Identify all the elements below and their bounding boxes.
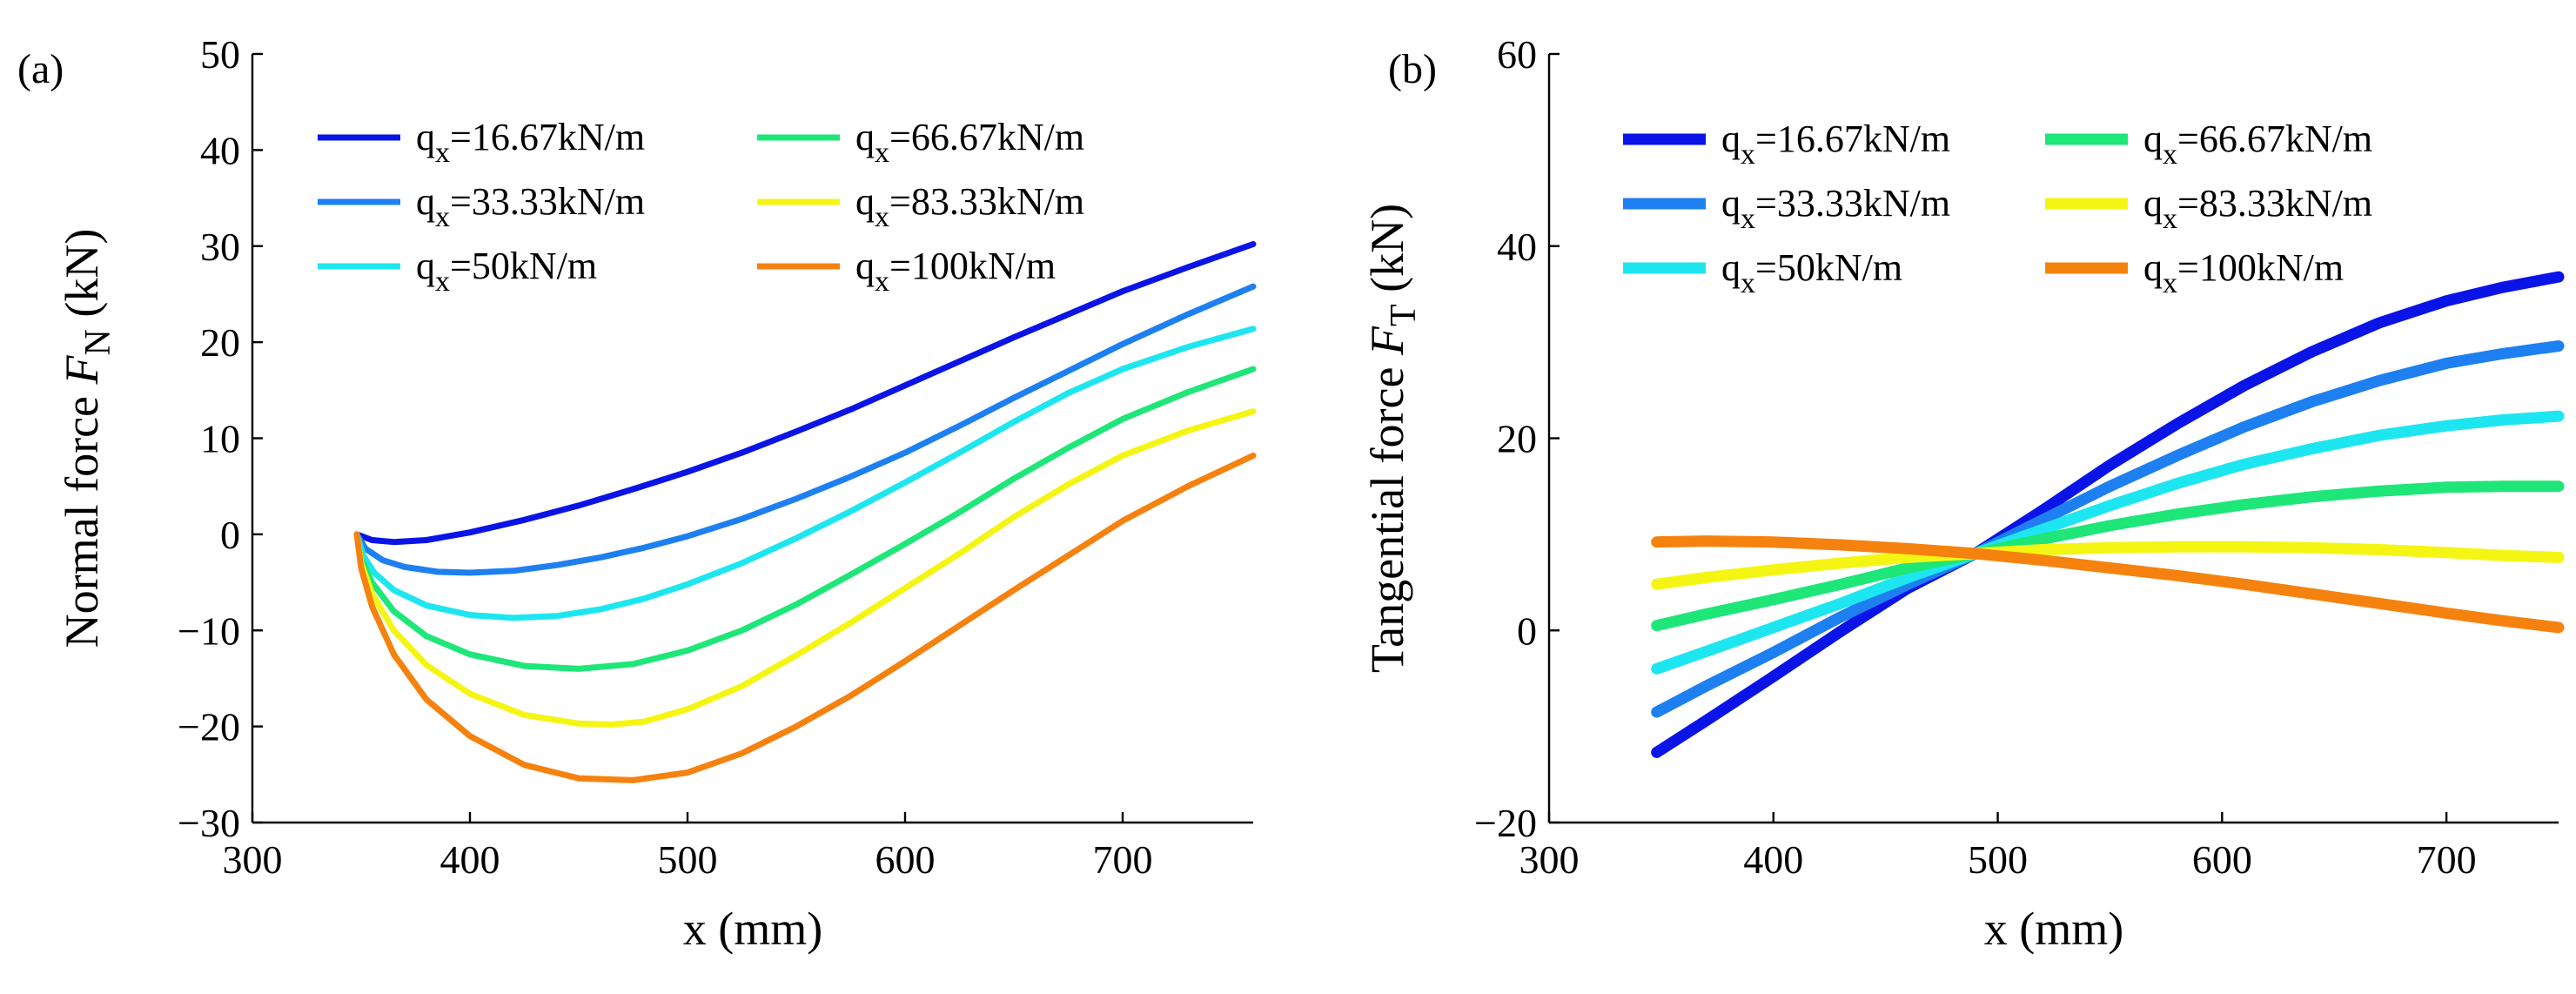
series-line-q16.67: [1651, 271, 2565, 758]
y-axis-label-sub: T: [1384, 304, 1424, 326]
x-tick-label: 300: [1519, 837, 1580, 882]
y-tick-label: 20: [200, 320, 240, 365]
y-axis-label-unit: (kN): [1361, 204, 1413, 304]
y-tick-label: 50: [200, 32, 240, 77]
x-tick-label: 600: [2192, 837, 2252, 882]
y-axis-label-sub: N: [78, 329, 118, 355]
y-tick-label: 0: [220, 513, 240, 557]
panel-label: (a): [17, 46, 64, 92]
y-tick-label: 10: [200, 417, 240, 461]
x-axis-label: x (mm): [1984, 903, 2123, 955]
series-line-q50: [1651, 410, 2565, 675]
y-tick-label: 0: [1517, 608, 1537, 653]
series-line-q83.33: [353, 408, 1257, 728]
y-axis-label-text: Normal force: [56, 384, 108, 648]
x-axis-label: x (mm): [683, 903, 822, 955]
series-group: [353, 241, 1257, 783]
series-line-q83.33: [1651, 541, 2565, 590]
legend-label-q16.67: qx=16.67kN/m: [416, 116, 645, 169]
series-group: [1651, 271, 2565, 758]
panel-a-normal-force: (a) 300 400 500 600 700 −30 −20 −10 0 10 20 30 40 50 x …: [17, 32, 1257, 955]
series-line-q100: [353, 452, 1257, 783]
y-axis-label: Normal force FN (kN): [56, 229, 118, 648]
x-tick-label: 600: [875, 837, 936, 882]
y-tick-label: 30: [200, 225, 240, 269]
series-line-q66.67: [353, 366, 1257, 672]
legend-label-q16.67: qx=16.67kN/m: [1721, 118, 1950, 171]
y-axis-label: Tangential force FT (kN): [1361, 204, 1424, 673]
series-line-q100: [1651, 535, 2565, 634]
y-tick-label: 20: [1497, 417, 1537, 461]
y-tick-label: −30: [178, 801, 240, 845]
y-axis-label-unit: (kN): [56, 229, 108, 329]
y-tick-label: −10: [178, 608, 240, 653]
legend-label-q66.67: qx=66.67kN/m: [855, 116, 1084, 169]
x-tick-label: 300: [223, 837, 283, 882]
legend: qx=16.67kN/m qx=33.33kN/m qx=50kN/m qx=66.6…: [1623, 118, 2372, 299]
legend-label-q100: qx=100kN/m: [855, 245, 1056, 298]
x-tick-label: 700: [1093, 837, 1153, 882]
y-axis-label-var: F: [1361, 326, 1413, 356]
legend-label-q83.33: qx=83.33kN/m: [855, 180, 1084, 233]
legend-label-q66.67: qx=66.67kN/m: [2143, 118, 2372, 171]
panel-label: (b): [1388, 46, 1437, 92]
legend: qx=16.67kN/m qx=33.33kN/m qx=50kN/m qx=66.6…: [318, 116, 1084, 298]
series-line-q33.33: [353, 283, 1257, 576]
series-line-q33.33: [1651, 340, 2565, 718]
x-tick-label: 700: [2417, 837, 2477, 882]
x-tick-label: 400: [440, 837, 500, 882]
series-line-q16.67: [353, 241, 1257, 546]
panel-b-tangential-force: (b) 300 400 500 600 700 −20 0 20 40 60 x (mm) Tangen…: [1361, 32, 2565, 955]
legend-label-q100: qx=100kN/m: [2143, 246, 2344, 299]
y-tick-label: 60: [1497, 32, 1537, 77]
legend-label-q33.33: qx=33.33kN/m: [416, 180, 645, 233]
series-line-q50: [353, 326, 1257, 621]
legend-label-q50: qx=50kN/m: [416, 245, 597, 298]
x-tick-label: 400: [1743, 837, 1803, 882]
x-tick-label: 500: [658, 837, 718, 882]
y-axis-label-text: Tangential force: [1361, 355, 1413, 673]
legend-label-q50: qx=50kN/m: [1721, 246, 1902, 299]
x-tick-label: 500: [1968, 837, 2028, 882]
y-tick-label: −20: [178, 705, 240, 749]
y-tick-label: −20: [1474, 801, 1537, 845]
legend-label-q33.33: qx=33.33kN/m: [1721, 182, 1950, 235]
y-tick-label: 40: [1497, 225, 1537, 269]
legend-label-q83.33: qx=83.33kN/m: [2143, 182, 2372, 235]
y-axis-label-var: F: [56, 354, 108, 385]
series-line-q66.67: [1651, 480, 2565, 632]
y-tick-label: 40: [200, 128, 240, 172]
